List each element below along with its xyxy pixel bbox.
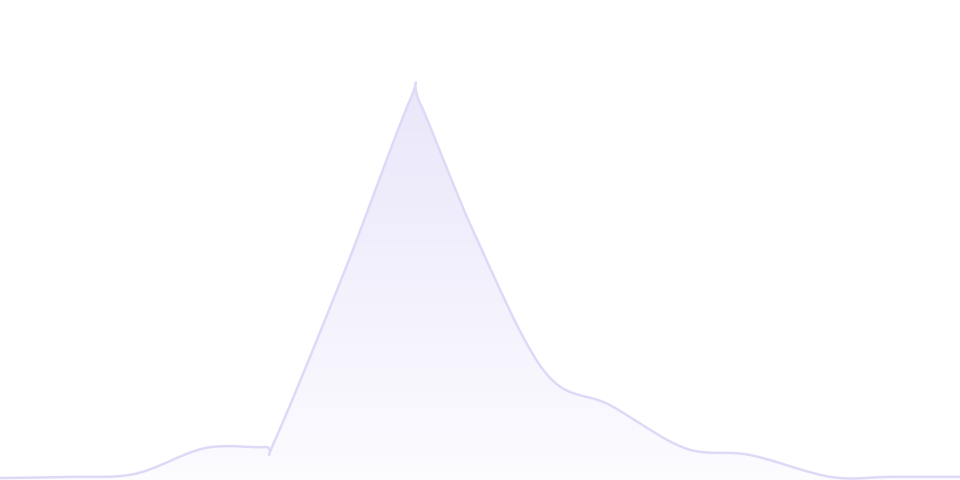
area-fill (0, 82, 960, 480)
area-line (0, 81, 960, 480)
